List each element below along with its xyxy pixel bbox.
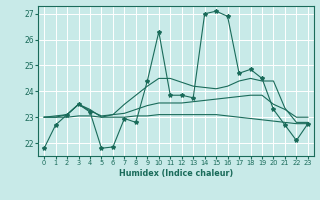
X-axis label: Humidex (Indice chaleur): Humidex (Indice chaleur) [119, 169, 233, 178]
